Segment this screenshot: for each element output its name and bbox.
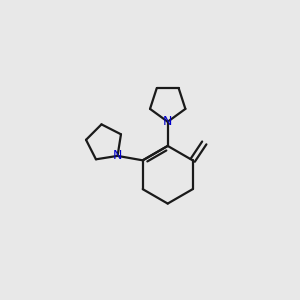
Text: N: N xyxy=(113,149,122,162)
Text: N: N xyxy=(163,115,172,128)
